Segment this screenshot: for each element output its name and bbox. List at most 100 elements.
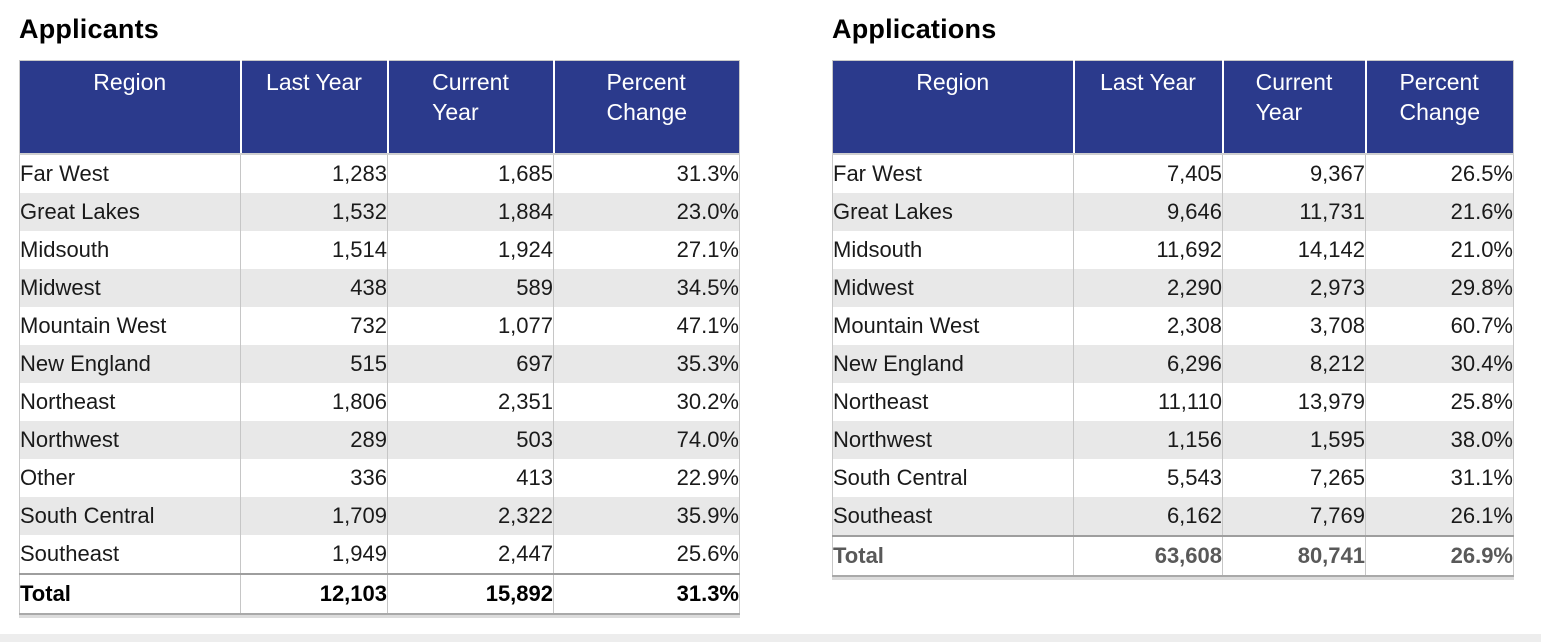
current-year-cell: 2,351 [387, 383, 554, 421]
percent-change-cell: 25.6% [676, 541, 739, 566]
table-row: Northwest 1,156 1,595 38.0% [832, 421, 1514, 459]
region-cell: Northwest [19, 421, 241, 459]
region-cell: Great Lakes [832, 193, 1074, 231]
region-cell: Northeast [19, 383, 241, 421]
applications-table: Region Last Year Current Year Percent Ch… [832, 60, 1514, 577]
last-year-cell: 1,532 [240, 193, 388, 231]
applicants-table: Region Last Year Current Year Percent Ch… [19, 60, 740, 615]
region-cell: Far West [19, 154, 241, 193]
current-year-cell: 2,447 [387, 535, 554, 574]
current-year-cell: 8,212 [1222, 345, 1366, 383]
current-year-cell: 9,367 [1222, 154, 1366, 193]
last-year-cell: 5,543 [1073, 459, 1223, 497]
region-cell: Northeast [832, 383, 1074, 421]
current-year-cell: 697 [387, 345, 554, 383]
header-cell-percent-change: Percent Change [553, 60, 740, 155]
current-year-cell: 1,077 [387, 307, 554, 345]
percent-change-cell: 31.1% [1450, 465, 1513, 490]
header-label-percent-change: Percent Change [606, 69, 688, 125]
region-cell: Midsouth [832, 231, 1074, 269]
table-row: Great Lakes 1,532 1,884 23.0% [19, 193, 740, 231]
last-year-cell: 1,156 [1073, 421, 1223, 459]
last-year-cell: 438 [240, 269, 388, 307]
region-cell: New England [832, 345, 1074, 383]
total-last-year-cell: 63,608 [1073, 535, 1223, 576]
last-year-cell: 11,692 [1073, 231, 1223, 269]
header-cell-last-year: Last Year [240, 60, 389, 155]
applications-title: Applications [832, 14, 997, 44]
header-cell-current-year: Current Year [387, 60, 555, 155]
percent-change-cell: 25.8% [1450, 389, 1513, 414]
last-year-cell: 1,283 [240, 154, 388, 193]
region-cell: Mountain West [832, 307, 1074, 345]
table-row: Midwest 438 589 34.5% [19, 269, 740, 307]
table-row: New England 6,296 8,212 30.4% [832, 345, 1514, 383]
percent-change-cell: 47.1% [676, 313, 739, 338]
region-cell: Other [19, 459, 241, 497]
table-row: Great Lakes 9,646 11,731 21.6% [832, 193, 1514, 231]
percent-change-cell: 30.4% [1450, 351, 1513, 376]
percent-change-cell: 35.3% [676, 351, 739, 376]
header-cell-last-year: Last Year [1073, 60, 1224, 155]
last-year-cell: 7,405 [1073, 154, 1223, 193]
table-row: Far West 7,405 9,367 26.5% [832, 154, 1514, 193]
last-year-cell: 2,290 [1073, 269, 1223, 307]
total-row: Total 12,103 15,892 31.3% [19, 573, 740, 614]
percent-change-cell: 35.9% [676, 503, 739, 528]
table-row: Midwest 2,290 2,973 29.8% [832, 269, 1514, 307]
percent-change-cell: 38.0% [1450, 427, 1513, 452]
header-cell-region: Region [832, 60, 1075, 155]
applications-section: Applications Region Last Year Current Ye… [832, 14, 1514, 577]
table-row: Midsouth 11,692 14,142 21.0% [832, 231, 1514, 269]
last-year-cell: 515 [240, 345, 388, 383]
region-cell: Great Lakes [19, 193, 241, 231]
region-cell: Mountain West [19, 307, 241, 345]
header-label-percent-change: Percent Change [1399, 69, 1481, 125]
last-year-cell: 9,646 [1073, 193, 1223, 231]
total-last-year-cell: 12,103 [240, 573, 388, 614]
header-cell-current-year: Current Year [1222, 60, 1367, 155]
table-row: New England 515 697 35.3% [19, 345, 740, 383]
current-year-cell: 2,973 [1222, 269, 1366, 307]
total-percent-change-cell: 31.3% [553, 573, 740, 614]
table-row: Northwest 289 503 74.0% [19, 421, 740, 459]
table-row: Southeast 1,949 2,447 25.6% [19, 535, 740, 574]
table-row: South Central 5,543 7,265 31.1% [832, 459, 1514, 497]
percent-change-cell: 60.7% [1450, 313, 1513, 338]
region-cell: Midwest [832, 269, 1074, 307]
header-label-region: Region [93, 69, 167, 95]
last-year-cell: 732 [240, 307, 388, 345]
percent-change-cell: 23.0% [676, 199, 739, 224]
table-row: Other 336 413 22.9% [19, 459, 740, 497]
total-current-year-cell: 80,741 [1222, 535, 1366, 576]
current-year-cell: 11,731 [1222, 193, 1366, 231]
table-row: Mountain West 732 1,077 47.1% [19, 307, 740, 345]
current-year-cell: 13,979 [1222, 383, 1366, 421]
percent-change-cell: 21.0% [1450, 237, 1513, 262]
current-year-cell: 3,708 [1222, 307, 1366, 345]
last-year-cell: 1,949 [240, 535, 388, 574]
current-year-cell: 2,322 [387, 497, 554, 535]
last-year-cell: 2,308 [1073, 307, 1223, 345]
table-row: Northeast 1,806 2,351 30.2% [19, 383, 740, 421]
percent-change-cell: 22.9% [676, 465, 739, 490]
last-year-cell: 336 [240, 459, 388, 497]
region-cell: South Central [19, 497, 241, 535]
current-year-cell: 589 [387, 269, 554, 307]
header-label-last-year: Last Year [1100, 69, 1196, 95]
current-year-cell: 1,924 [387, 231, 554, 269]
total-current-year-cell: 15,892 [387, 573, 554, 614]
current-year-cell: 14,142 [1222, 231, 1366, 269]
current-year-cell: 1,685 [387, 154, 554, 193]
total-percent-change-cell: 26.9% [1365, 535, 1514, 576]
current-year-cell: 7,265 [1222, 459, 1366, 497]
table-row: Northeast 11,110 13,979 25.8% [832, 383, 1514, 421]
current-year-cell: 1,884 [387, 193, 554, 231]
current-year-cell: 413 [387, 459, 554, 497]
total-label-cell: Total [19, 573, 241, 614]
region-cell: Midsouth [19, 231, 241, 269]
last-year-cell: 1,514 [240, 231, 388, 269]
header-cell-percent-change: Percent Change [1365, 60, 1514, 155]
percent-change-cell: 30.2% [676, 389, 739, 414]
header-label-region: Region [916, 69, 990, 95]
